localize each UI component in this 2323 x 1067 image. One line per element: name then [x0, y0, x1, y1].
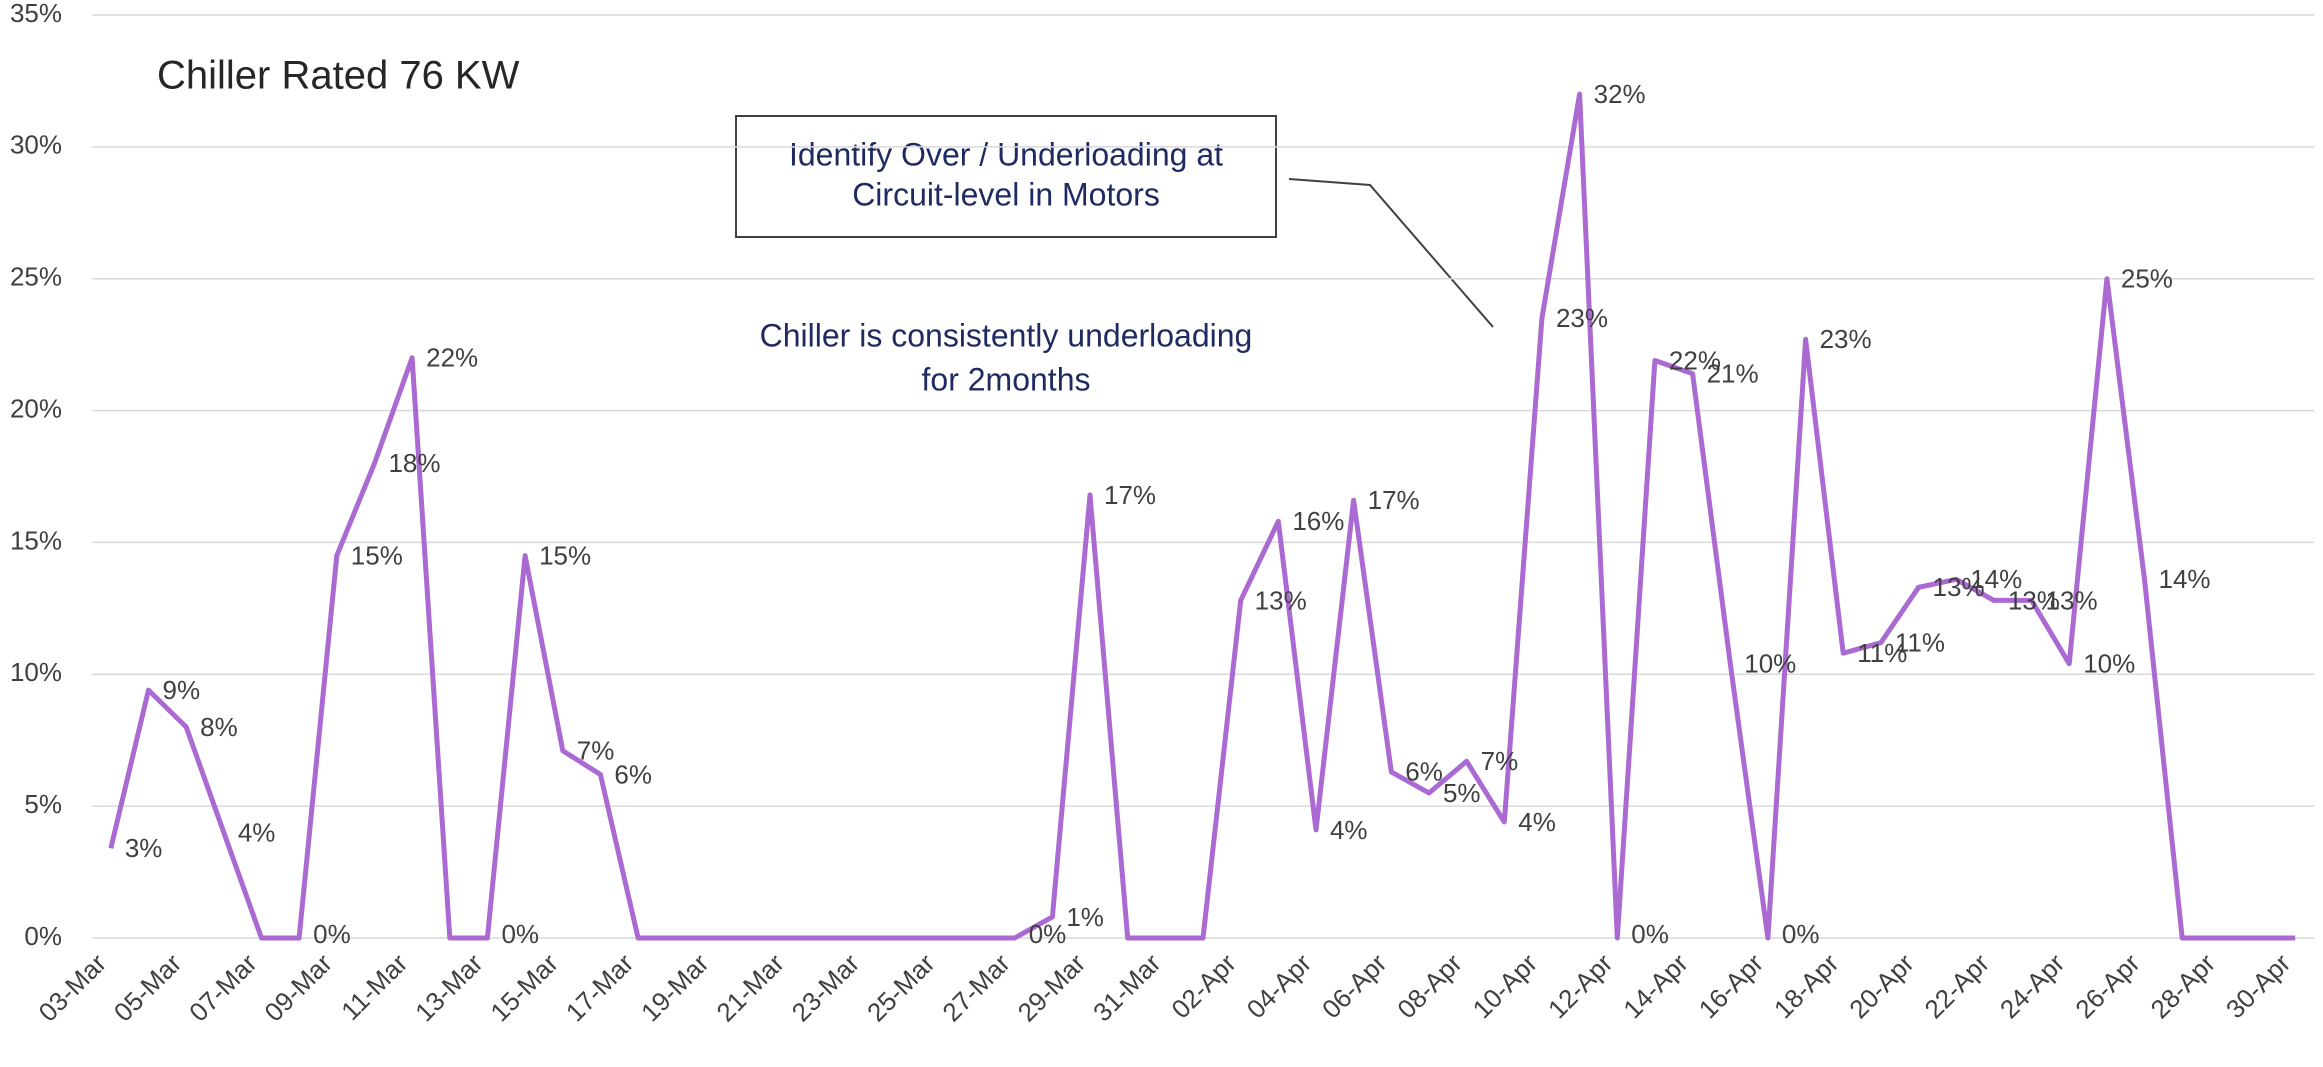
x-tick-label: 08-Apr: [1391, 948, 1468, 1025]
x-tick-label: 17-Mar: [560, 948, 640, 1028]
data-label: 21%: [1707, 359, 1759, 389]
x-tick-label: 31-Mar: [1087, 948, 1167, 1028]
data-label: 7%: [577, 736, 615, 766]
data-label: 17%: [1368, 485, 1420, 515]
callout-text: Circuit-level in Motors: [852, 176, 1160, 212]
x-tick-label: 14-Apr: [1617, 948, 1694, 1025]
y-tick-label: 15%: [10, 525, 62, 555]
data-label: 17%: [1104, 480, 1156, 510]
data-label: 11%: [1895, 628, 1945, 658]
data-label: 6%: [614, 759, 652, 789]
data-label: 0%: [1631, 919, 1669, 949]
data-label: 4%: [1518, 807, 1556, 837]
y-tick-label: 5%: [24, 789, 62, 819]
data-label: 13%: [2008, 585, 2060, 615]
x-tick-label: 07-Mar: [183, 948, 263, 1028]
x-tick-label: 21-Mar: [710, 948, 790, 1028]
note-text: for 2months: [922, 361, 1091, 397]
data-label: 22%: [426, 343, 478, 373]
callout-text: Identify Over / Underloading at: [789, 136, 1223, 172]
x-tick-label: 04-Apr: [1241, 948, 1318, 1025]
x-tick-label: 27-Mar: [936, 948, 1016, 1028]
data-label: 5%: [1443, 778, 1481, 808]
callout-connector: [1288, 178, 1494, 328]
x-tick-label: 13-Mar: [409, 948, 489, 1028]
data-label: 9%: [162, 675, 200, 705]
data-label: 0%: [313, 919, 351, 949]
data-label: 16%: [1292, 506, 1344, 536]
data-label: 15%: [351, 540, 403, 570]
x-tick-label: 29-Mar: [1012, 948, 1092, 1028]
data-label: 32%: [1594, 79, 1646, 109]
x-tick-label: 25-Mar: [861, 948, 941, 1028]
x-tick-label: 12-Apr: [1542, 948, 1619, 1025]
y-tick-label: 35%: [10, 0, 62, 28]
x-tick-label: 22-Apr: [1919, 948, 1996, 1025]
x-tick-label: 06-Apr: [1316, 948, 1393, 1025]
data-label: 23%: [1556, 303, 1608, 333]
data-label: 8%: [200, 712, 238, 742]
x-tick-label: 16-Apr: [1693, 948, 1770, 1025]
data-label: 13%: [2046, 585, 2098, 615]
data-label: 6%: [1405, 757, 1443, 787]
note-text: Chiller is consistently underloading: [760, 317, 1253, 353]
x-tick-label: 10-Apr: [1467, 948, 1544, 1025]
callout-box: [735, 115, 1277, 238]
x-tick-label: 26-Apr: [2069, 948, 2146, 1025]
data-label: 0%: [1782, 919, 1820, 949]
x-tick-label: 19-Mar: [635, 948, 715, 1028]
data-label: 14%: [2159, 564, 2211, 594]
x-tick-label: 20-Apr: [1843, 948, 1920, 1025]
data-label: 1%: [1066, 902, 1104, 932]
data-label: 7%: [1481, 746, 1519, 776]
y-tick-label: 20%: [10, 393, 62, 423]
x-tick-label: 09-Mar: [258, 948, 338, 1028]
data-label: 4%: [1330, 815, 1368, 845]
data-label: 14%: [1970, 564, 2022, 594]
x-tick-label: 24-Apr: [1994, 948, 2071, 1025]
y-tick-label: 30%: [10, 130, 62, 160]
data-label: 3%: [125, 833, 163, 863]
y-tick-label: 0%: [24, 921, 62, 951]
x-tick-label: 23-Mar: [786, 948, 866, 1028]
data-label: 13%: [1255, 585, 1307, 615]
data-label: 4%: [238, 817, 276, 847]
data-line: [108, 91, 2296, 941]
data-label: 10%: [2083, 649, 2135, 679]
data-label: 10%: [1744, 649, 1796, 679]
data-label: 22%: [1669, 345, 1721, 375]
x-tick-label: 15-Mar: [484, 948, 564, 1028]
x-tick-label: 05-Mar: [108, 948, 188, 1028]
data-label: 23%: [1820, 324, 1872, 354]
data-label: 0%: [501, 919, 539, 949]
data-label: 15%: [539, 540, 591, 570]
x-tick-label: 02-Apr: [1165, 948, 1242, 1025]
y-tick-label: 10%: [10, 657, 62, 687]
y-tick-label: 25%: [10, 262, 62, 292]
chart-title: Chiller Rated 76 KW: [157, 54, 520, 98]
data-label: 11%: [1857, 638, 1907, 668]
data-label: 13%: [1933, 572, 1985, 602]
data-label: 0%: [1029, 919, 1067, 949]
data-label: 18%: [388, 448, 440, 478]
x-tick-label: 18-Apr: [1768, 948, 1845, 1025]
x-tick-label: 28-Apr: [2145, 948, 2222, 1025]
x-tick-label: 30-Apr: [2220, 948, 2297, 1025]
data-label: 25%: [2121, 264, 2173, 294]
x-tick-label: 03-Mar: [32, 948, 112, 1028]
x-tick-label: 11-Mar: [335, 948, 413, 1026]
